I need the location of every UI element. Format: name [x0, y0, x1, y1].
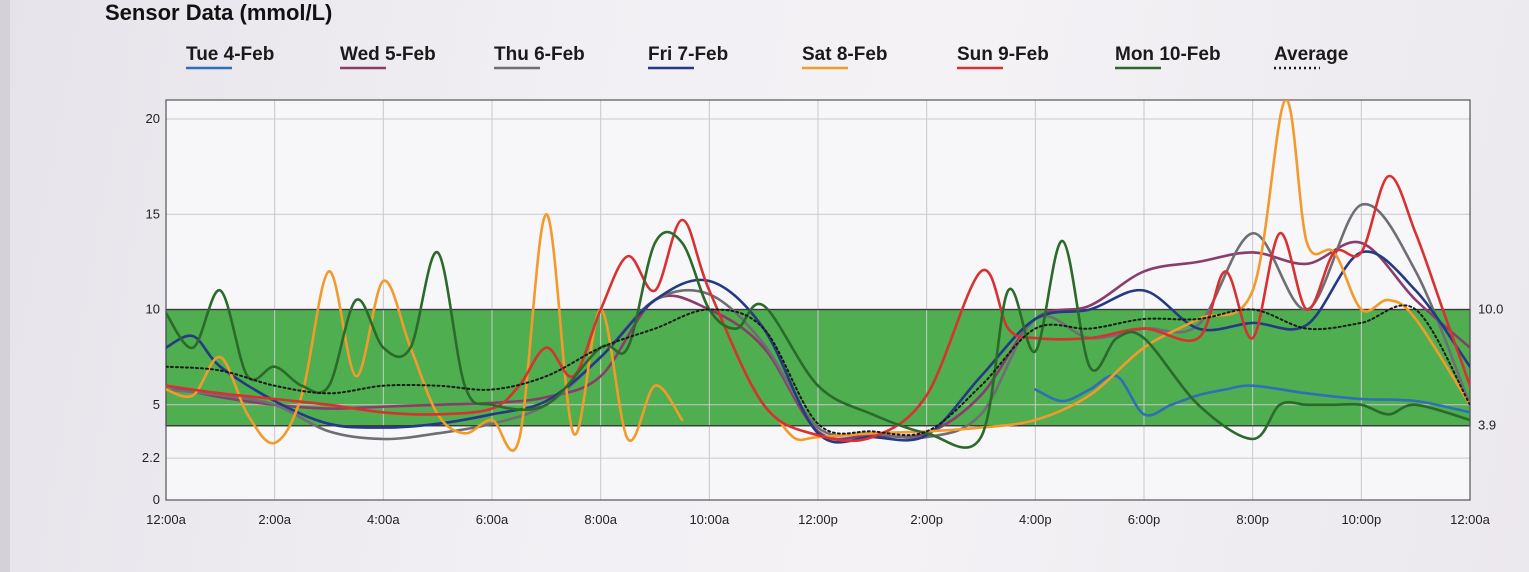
target-high-label: 10.0 — [1478, 302, 1503, 317]
series-line-mon-10-feb — [166, 230, 1470, 449]
y-tick-label: 5 — [153, 397, 160, 412]
x-tick-label: 10:00p — [1341, 512, 1381, 527]
legend-label: Wed 5-Feb — [340, 44, 436, 65]
page-edge — [0, 0, 10, 572]
legend-item-fri-7-feb: Fri 7-Feb — [648, 44, 728, 70]
legend-item-sun-9-feb: Sun 9-Feb — [957, 44, 1049, 70]
x-tick-label: 4:00p — [1019, 512, 1052, 527]
x-tick-label: 12:00a — [1450, 512, 1491, 527]
legend-label: Tue 4-Feb — [186, 44, 274, 65]
y-tick-label: 10 — [146, 302, 160, 317]
chart-title: Sensor Data (mmol/L) — [105, 0, 332, 25]
x-tick-label: 10:00a — [689, 512, 730, 527]
legend: Tue 4-Feb Wed 5-Feb Thu 6-Feb Fri 7-Feb Sat … — [186, 44, 1348, 70]
plot-area: 0 2.2 5 10 15 20 12:00a 2:00a 4:00a 6:00a 8:00a 10:… — [142, 99, 1503, 527]
x-tick-label: 6:00p — [1128, 512, 1161, 527]
legend-item-average: Average — [1274, 44, 1348, 70]
x-tick-label: 6:00a — [476, 512, 509, 527]
x-tick-label: 12:00a — [146, 512, 187, 527]
x-tick-label: 2:00p — [910, 512, 943, 527]
legend-label: Fri 7-Feb — [648, 44, 728, 65]
series-group — [166, 100, 1470, 452]
legend-label: Average — [1274, 44, 1348, 65]
series-line-fri-7-feb — [166, 250, 1470, 444]
legend-label: Mon 10-Feb — [1115, 44, 1221, 65]
series-line-wed-5-feb — [166, 240, 1470, 441]
legend-item-mon-10-feb: Mon 10-Feb — [1115, 44, 1221, 70]
plot-frame — [165, 99, 1471, 501]
legend-item-sat-8-feb: Sat 8-Feb — [802, 44, 888, 70]
y-tick-label: 15 — [146, 206, 160, 221]
legend-label: Thu 6-Feb — [494, 44, 585, 65]
x-tick-label: 2:00a — [258, 512, 291, 527]
series-line-average — [166, 304, 1470, 437]
target-low-label: 3.9 — [1478, 418, 1496, 433]
x-tick-label: 8:00p — [1236, 512, 1269, 527]
legend-item-thu-6-feb: Thu 6-Feb — [494, 44, 585, 70]
legend-label: Sat 8-Feb — [802, 44, 888, 65]
y-tick-label: 0 — [153, 492, 160, 507]
y-tick-label: 2.2 — [142, 450, 160, 465]
x-tick-label: 12:00p — [798, 512, 838, 527]
legend-item-tue-4-feb: Tue 4-Feb — [186, 44, 274, 70]
legend-label: Sun 9-Feb — [957, 44, 1049, 65]
series-line-tue-4-feb — [1034, 374, 1470, 417]
legend-item-wed-5-feb: Wed 5-Feb — [340, 44, 436, 70]
y-tick-label: 20 — [146, 111, 160, 126]
x-tick-label: 8:00a — [584, 512, 617, 527]
x-tick-label: 4:00a — [367, 512, 400, 527]
